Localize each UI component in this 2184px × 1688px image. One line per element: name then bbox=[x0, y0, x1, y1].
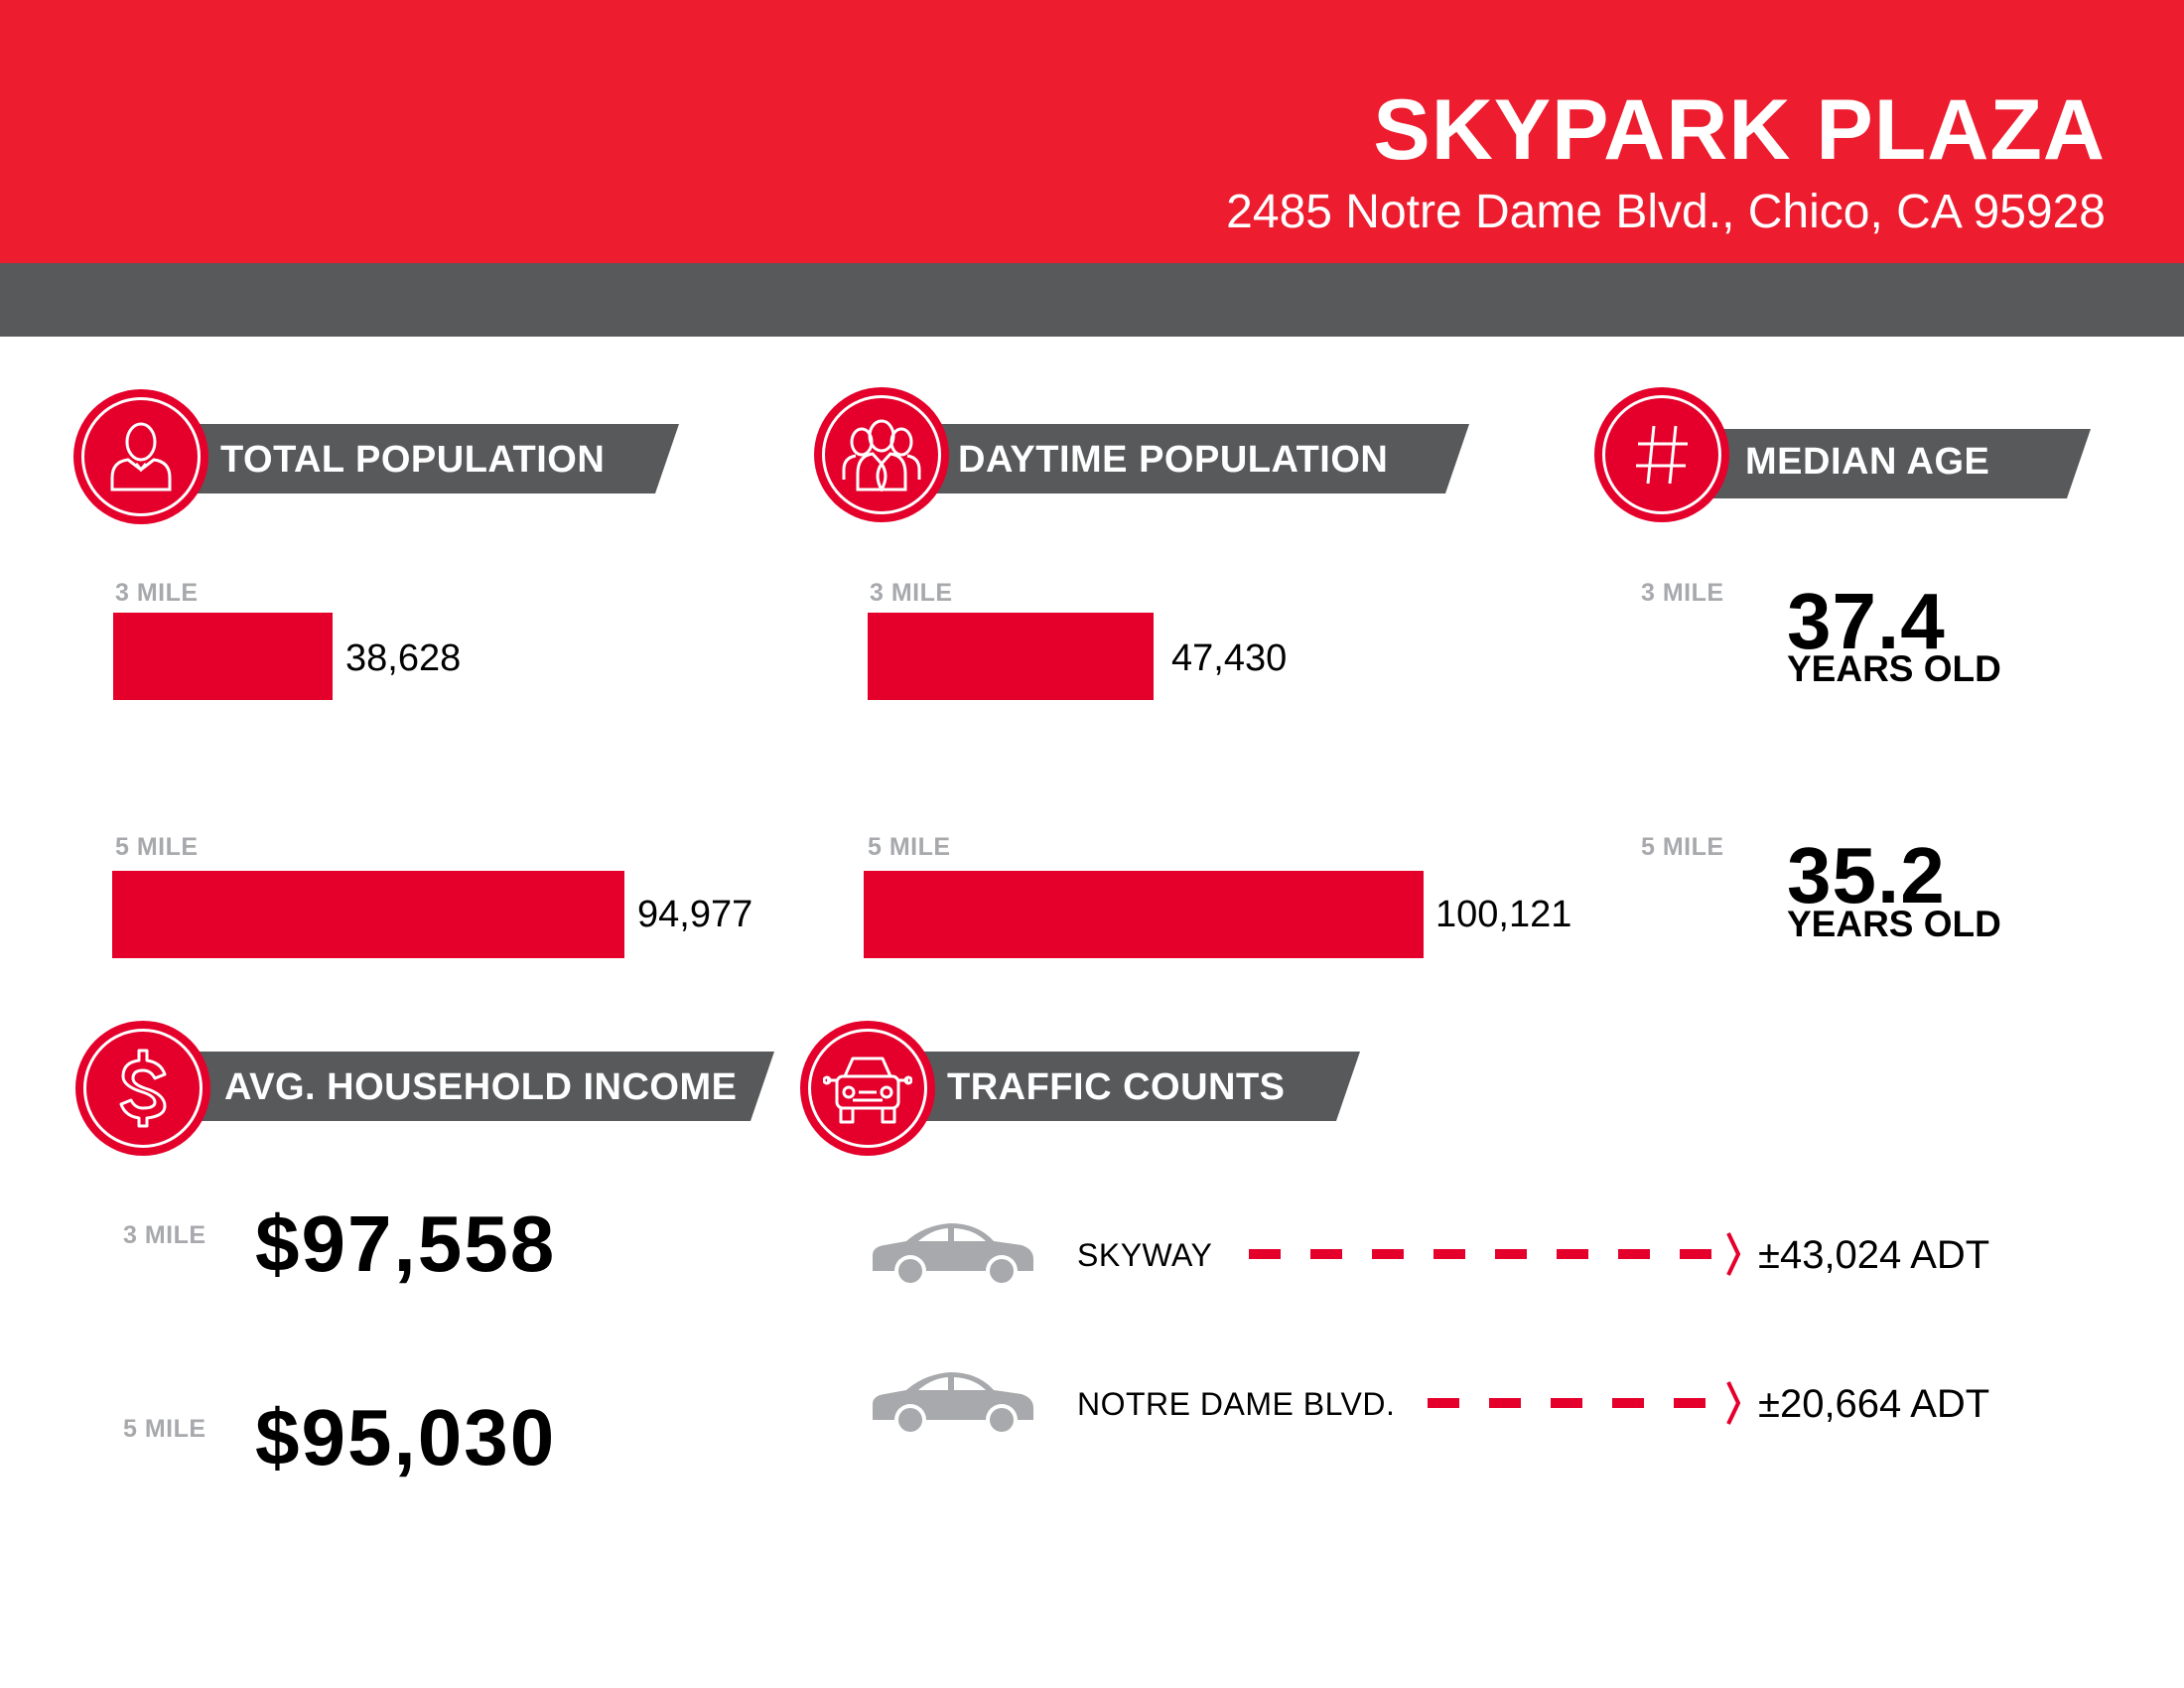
group-icon bbox=[842, 419, 921, 492]
property-address: 2485 Notre Dame Blvd., Chico, CA 95928 bbox=[1226, 186, 2106, 238]
median-age-3mi-unit: YEARS OLD bbox=[1787, 648, 2001, 689]
daytime-pop-5mi-value: 100,121 bbox=[1435, 894, 1572, 935]
median-age-3mi-value: 37.4 bbox=[1787, 577, 1946, 665]
car-icon bbox=[873, 1223, 1033, 1287]
traffic-row-skyway: SKYWAY ±43,024 ADT bbox=[867, 1219, 2117, 1289]
median-age-5mi-unit: YEARS OLD bbox=[1787, 904, 2001, 944]
total-pop-5mi-value: 94,977 bbox=[637, 894, 753, 935]
median-age-3mi-label: 3 MILE bbox=[1641, 579, 1724, 607]
total-pop-3mi-value: 38,628 bbox=[345, 637, 462, 679]
road-name: SKYWAY bbox=[1077, 1237, 1213, 1273]
dashed-line bbox=[1428, 1398, 1713, 1408]
daytime-pop-3mi-bar bbox=[868, 613, 1154, 700]
daytime-pop-5mi-label: 5 MILE bbox=[868, 833, 951, 861]
total-population-title: TOTAL POPULATION bbox=[220, 439, 606, 481]
income-3mi-label: 3 MILE bbox=[123, 1221, 206, 1249]
subheader-band: DEMOGRAPHICS FOR LEASE bbox=[0, 263, 2184, 584]
median-age-header: MEDIAN AGE bbox=[1594, 387, 2101, 526]
traffic-counts-title: TRAFFIC COUNTS bbox=[947, 1066, 1286, 1108]
household-income-title: AVG. HOUSEHOLD INCOME bbox=[224, 1066, 738, 1108]
hash-icon bbox=[1636, 425, 1688, 485]
total-pop-3mi-bar bbox=[113, 613, 333, 700]
daytime-pop-3mi-value: 47,430 bbox=[1171, 637, 1288, 679]
dollar-icon bbox=[119, 1049, 167, 1128]
median-age-5mi-label: 5 MILE bbox=[1641, 833, 1724, 861]
road-name: NOTRE DAME BLVD. bbox=[1077, 1386, 1396, 1422]
traffic-counts-badge bbox=[800, 1021, 935, 1156]
income-5mi-label: 5 MILE bbox=[123, 1415, 206, 1443]
median-age-title: MEDIAN AGE bbox=[1745, 441, 1990, 483]
income-3mi-value: $97,558 bbox=[255, 1199, 557, 1288]
property-title: SKYPARK PLAZA bbox=[1373, 82, 2106, 178]
header-banner bbox=[909, 1052, 1360, 1121]
chevron-right-icon bbox=[1726, 1232, 1741, 1276]
header-banner bbox=[185, 1052, 774, 1121]
traffic-count: ±20,664 ADT bbox=[1758, 1382, 1990, 1426]
traffic-count: ±43,024 ADT bbox=[1758, 1233, 1990, 1277]
daytime-population-badge bbox=[814, 387, 949, 522]
car-icon bbox=[873, 1372, 1033, 1436]
header-banner bbox=[183, 424, 679, 493]
car-front-icon bbox=[823, 1056, 912, 1124]
daytime-population-header: DAYTIME POPULATION bbox=[814, 387, 1479, 526]
traffic-row-notre-dame: NOTRE DAME BLVD. ±20,664 ADT bbox=[867, 1368, 2117, 1438]
household-income-badge bbox=[75, 1021, 210, 1156]
header-band: SKYPARK PLAZA 2485 Notre Dame Blvd., Chi… bbox=[0, 0, 2184, 263]
total-population-badge bbox=[73, 389, 208, 524]
total-population-header: TOTAL POPULATION bbox=[73, 389, 689, 528]
section-label: DEMOGRAPHICS bbox=[149, 544, 468, 586]
traffic-counts-header: TRAFFIC COUNTS bbox=[800, 1021, 1366, 1160]
chevron-right-icon bbox=[1726, 1381, 1741, 1425]
header-banner bbox=[923, 424, 1469, 493]
daytime-population-title: DAYTIME POPULATION bbox=[958, 439, 1389, 481]
lease-status: FOR LEASE bbox=[1889, 544, 2106, 586]
daytime-pop-5mi-bar bbox=[864, 871, 1424, 958]
header-banner bbox=[1704, 429, 2091, 498]
dashed-line bbox=[1249, 1249, 1713, 1259]
median-age-5mi-value: 35.2 bbox=[1787, 831, 1946, 919]
person-icon bbox=[110, 422, 172, 492]
total-pop-3mi-label: 3 MILE bbox=[115, 579, 199, 607]
household-income-header: AVG. HOUSEHOLD INCOME bbox=[75, 1021, 780, 1160]
daytime-pop-3mi-label: 3 MILE bbox=[870, 579, 953, 607]
median-age-badge bbox=[1594, 387, 1729, 522]
total-pop-5mi-bar bbox=[112, 871, 624, 958]
income-5mi-value: $95,030 bbox=[255, 1393, 557, 1481]
total-pop-5mi-label: 5 MILE bbox=[115, 833, 199, 861]
